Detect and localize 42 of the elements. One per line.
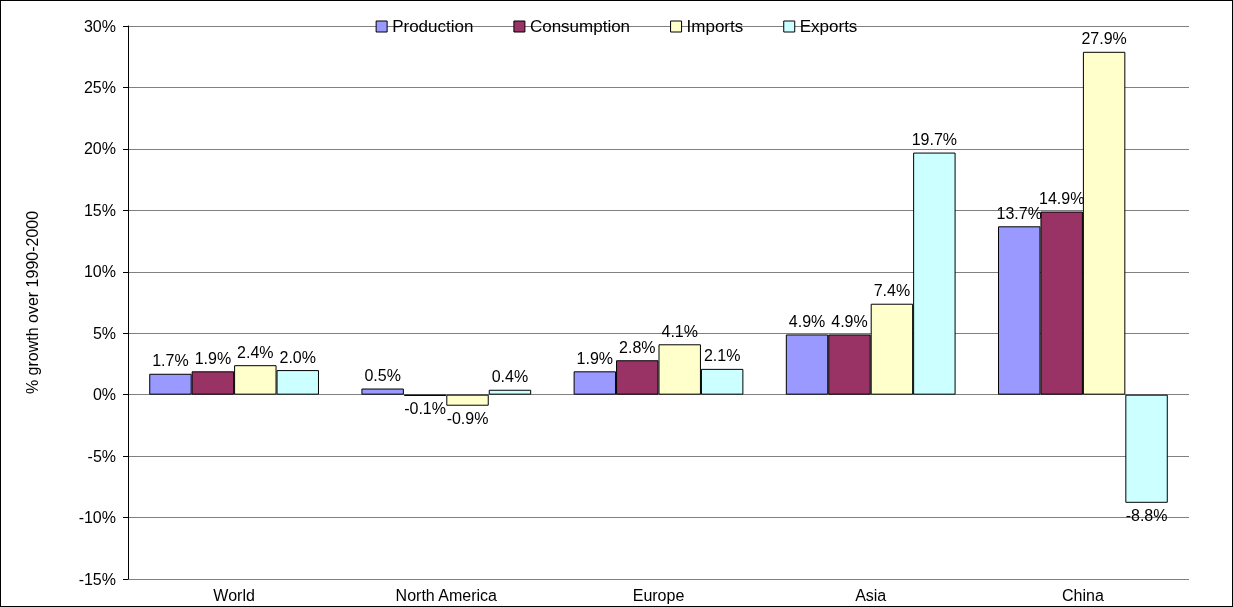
- y-tick-label: 20%: [83, 140, 116, 158]
- x-tick-label: World: [213, 586, 255, 604]
- data-label: 19.7%: [911, 131, 958, 149]
- y-tick-label: 15%: [83, 201, 116, 219]
- data-label: 27.9%: [1081, 30, 1127, 48]
- legend-label: Imports: [686, 17, 744, 36]
- data-label: 1.9%: [576, 349, 614, 367]
- x-tick-label: North America: [395, 586, 498, 604]
- y-axis-title: % growth over 1990-2000: [23, 210, 41, 395]
- data-label: 7.4%: [873, 282, 911, 300]
- x-tick-label: Europe: [632, 586, 685, 604]
- data-label: -8.8%: [1125, 507, 1168, 525]
- legend-label: Production: [392, 17, 474, 36]
- data-label: 0.5%: [364, 367, 401, 385]
- bar: [1125, 394, 1168, 503]
- bar: [488, 389, 532, 395]
- data-label: 2.4%: [237, 343, 274, 361]
- data-label: -0.9%: [446, 410, 489, 428]
- data-label: 4.9%: [788, 312, 826, 330]
- data-label: 0.4%: [491, 368, 529, 386]
- y-tick-label: 25%: [83, 78, 116, 96]
- y-tick-label: 30%: [83, 17, 116, 35]
- x-tick-label: China: [1061, 586, 1104, 604]
- data-label: 2.8%: [619, 338, 656, 356]
- bar: [361, 388, 404, 395]
- y-tick-label: -5%: [87, 447, 116, 465]
- legend-label: Exports: [799, 17, 858, 36]
- y-tick-label: 5%: [92, 324, 116, 342]
- y-tick-label: 0%: [92, 386, 116, 404]
- y-tick-label: 10%: [83, 263, 116, 281]
- y-tick-label: -15%: [78, 570, 116, 588]
- data-label: 4.9%: [831, 312, 868, 330]
- data-label: 2.0%: [279, 348, 316, 366]
- data-label: 4.1%: [661, 322, 698, 340]
- data-label: -0.1%: [404, 400, 446, 418]
- y-tick-label: -10%: [78, 509, 116, 527]
- data-label: 1.9%: [194, 349, 232, 367]
- data-label: 2.1%: [703, 347, 741, 365]
- x-tick-label: Asia: [855, 586, 887, 604]
- data-label: 1.7%: [152, 352, 189, 370]
- data-label: 13.7%: [996, 204, 1042, 222]
- legend-label: Consumption: [529, 17, 631, 36]
